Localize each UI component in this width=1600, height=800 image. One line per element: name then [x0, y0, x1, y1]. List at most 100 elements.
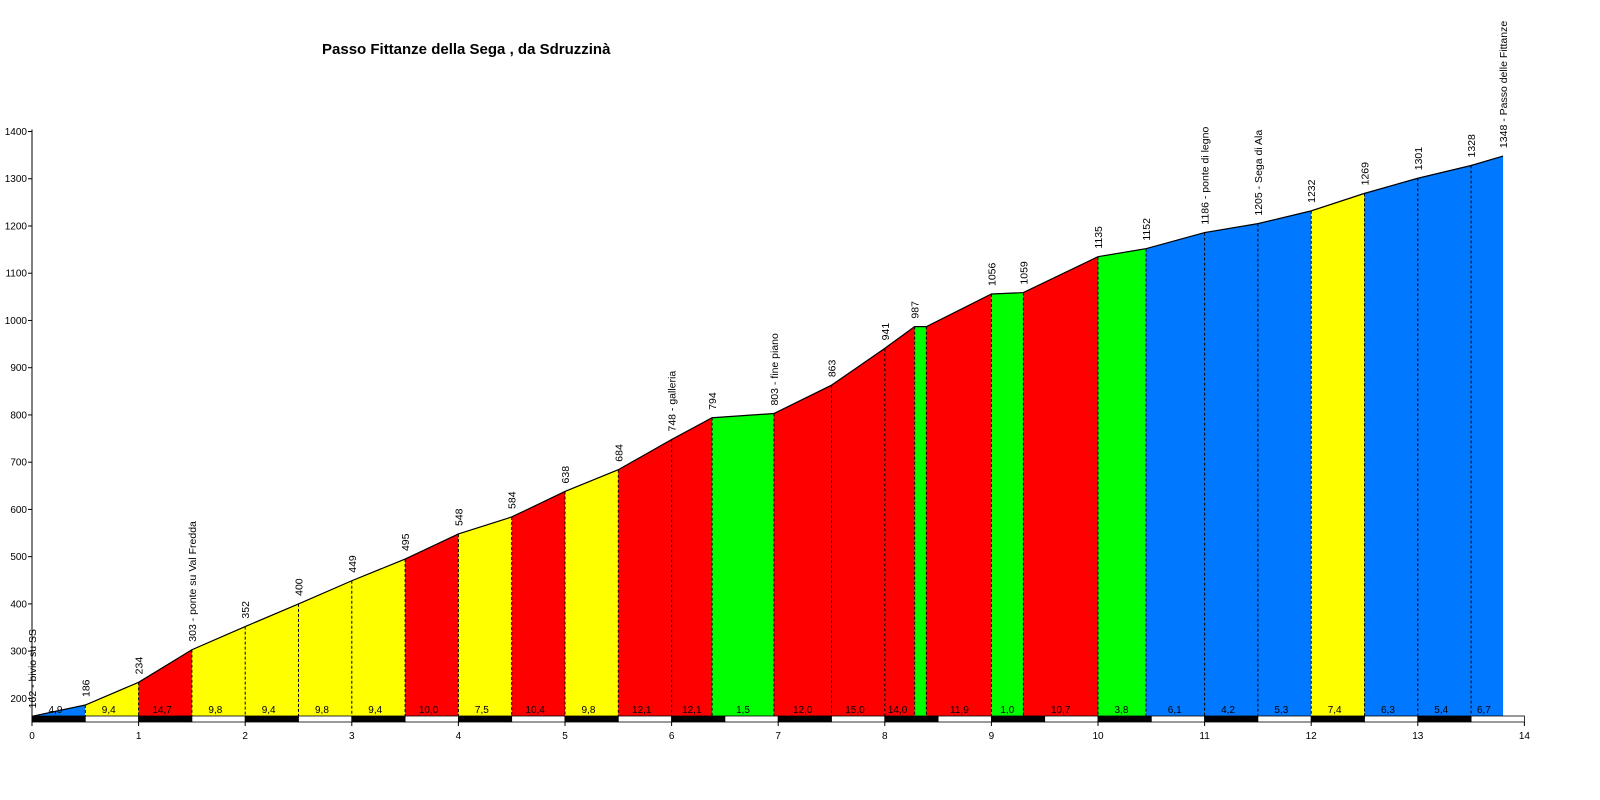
- point-label: 1269: [1360, 162, 1372, 186]
- grade-label: 10,4: [525, 705, 545, 716]
- segment-area: [671, 417, 713, 716]
- point-label: 1348 - Passo delle Fittanze: [1498, 21, 1510, 148]
- segment-area: [405, 533, 459, 716]
- ruler-block: [724, 715, 779, 723]
- grade-label: 7,5: [475, 705, 489, 716]
- segment-area: [1471, 156, 1504, 716]
- grade-label: 10,7: [1051, 705, 1071, 716]
- point-label: 748 - galleria: [667, 371, 679, 432]
- point-label: 303 - ponte su Val Fredda: [187, 521, 199, 642]
- segment-area: [138, 649, 192, 716]
- segment-area: [1204, 223, 1258, 717]
- grade-labels: 4,9 9,4 14,7 9,8 9,4 9,8 9,4 10,0 7,5 10,4 9,8 12,1…: [48, 705, 1491, 716]
- point-label: 794: [707, 392, 719, 410]
- ruler-block: [671, 715, 726, 723]
- ruler-block: [1150, 715, 1206, 723]
- grade-label: 4,9: [48, 705, 62, 716]
- ruler-block: [831, 715, 886, 723]
- grade-label: 6,3: [1381, 705, 1395, 716]
- point-label: 1135: [1093, 226, 1105, 249]
- segment-area: [191, 626, 246, 716]
- segment-area: [884, 326, 915, 716]
- segment-area: [245, 603, 299, 716]
- grade-label: 4,2: [1221, 705, 1235, 716]
- ruler-block: [1097, 715, 1152, 723]
- ruler-block: [191, 715, 246, 723]
- y-tick-label: 1300: [5, 174, 28, 185]
- point-label: 1328: [1466, 134, 1478, 158]
- point-label: 1152: [1141, 218, 1153, 241]
- ruler-block: [1044, 715, 1099, 723]
- ruler-block: [84, 715, 140, 723]
- grade-label: 1,5: [736, 705, 750, 716]
- y-tick-label: 1000: [5, 316, 28, 327]
- grade-label: 15,0: [845, 705, 865, 716]
- y-tick-label: 900: [10, 363, 27, 374]
- x-tick-label: 1: [136, 731, 142, 742]
- grade-label: 12,0: [793, 705, 813, 716]
- point-label: 449: [347, 555, 359, 573]
- ruler-block: [351, 715, 406, 723]
- y-tick-label: 600: [10, 505, 27, 516]
- segment-area: [458, 516, 512, 716]
- x-tick-label: 2: [242, 731, 248, 742]
- grade-label: 14,0: [888, 705, 908, 716]
- grade-label: 7,4: [1328, 705, 1342, 716]
- ruler-block: [884, 715, 939, 723]
- ruler-block: [457, 715, 513, 723]
- grade-label: 10,0: [419, 705, 439, 716]
- ruler-block: [564, 715, 619, 723]
- point-label: 162 - bivio su SS: [27, 629, 39, 708]
- segment-area: [926, 294, 992, 716]
- x-tick-label: 14: [1519, 731, 1531, 742]
- x-tick-label: 3: [349, 731, 355, 742]
- point-label: 186: [80, 679, 92, 697]
- x-tick-label: 7: [775, 731, 781, 742]
- x-tick-label: 11: [1199, 731, 1210, 742]
- chart-title: Passo Fittanze della Sega , da Sdruzzinà: [322, 41, 611, 58]
- segment-area: [1417, 165, 1472, 716]
- ruler-block: [937, 715, 992, 723]
- ruler-block: [138, 715, 193, 723]
- x-tick-label: 5: [562, 731, 568, 742]
- x-tick-label: 9: [989, 731, 995, 742]
- point-label: 987: [910, 301, 922, 319]
- grade-label: 9,8: [581, 705, 595, 716]
- segment-area: [1311, 193, 1365, 716]
- grade-label: 9,4: [368, 705, 382, 716]
- point-label: 803 - fine piano: [769, 333, 781, 406]
- profile-line: [31, 155, 1504, 717]
- x-tick-label: 10: [1092, 731, 1104, 742]
- point-label: 684: [613, 444, 625, 462]
- point-label: 863: [827, 359, 839, 377]
- grade-label: 9,4: [102, 705, 116, 716]
- point-label: 548: [453, 508, 465, 526]
- profile-outline: [31, 155, 1504, 717]
- segment-area: [1023, 256, 1098, 716]
- y-tick-label: 400: [10, 599, 27, 610]
- ruler-block: [244, 715, 299, 723]
- x-tick-label: 6: [669, 731, 675, 742]
- point-label: 1232: [1306, 179, 1318, 203]
- ruler-block: [777, 715, 832, 723]
- y-tick-label: 500: [10, 552, 27, 563]
- grade-label: 9,4: [262, 705, 276, 716]
- grade-label: 6,1: [1168, 705, 1182, 716]
- x-tick-label: 13: [1412, 731, 1424, 742]
- segment-dividers: [84, 165, 1472, 716]
- point-label: 352: [240, 601, 252, 619]
- grade-label: 12,1: [632, 705, 652, 716]
- point-label: 234: [134, 657, 146, 675]
- ruler-block: [1470, 715, 1525, 723]
- segment-area: [1145, 232, 1205, 716]
- y-tick-label: 700: [10, 458, 27, 469]
- segment-area: [1257, 210, 1312, 716]
- x-tick-label: 12: [1306, 731, 1318, 742]
- ruler-block: [1364, 715, 1419, 723]
- grade-label: 3,8: [1114, 705, 1128, 716]
- grade-label: 9,8: [208, 705, 222, 716]
- segment-area: [298, 580, 352, 716]
- grade-label: 5,3: [1274, 705, 1288, 716]
- y-tick-label: 800: [10, 410, 27, 421]
